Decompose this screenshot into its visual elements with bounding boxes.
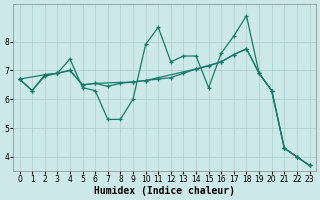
X-axis label: Humidex (Indice chaleur): Humidex (Indice chaleur) [94, 186, 235, 196]
